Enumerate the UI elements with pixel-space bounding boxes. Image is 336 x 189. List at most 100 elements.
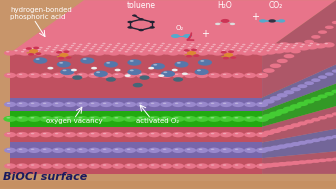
- Ellipse shape: [126, 49, 130, 50]
- Ellipse shape: [268, 45, 280, 51]
- Ellipse shape: [236, 43, 239, 44]
- Ellipse shape: [223, 57, 229, 59]
- Bar: [0, 183, 336, 187]
- Ellipse shape: [163, 133, 166, 134]
- Ellipse shape: [75, 45, 87, 51]
- Ellipse shape: [182, 50, 194, 56]
- Ellipse shape: [111, 116, 125, 122]
- Ellipse shape: [332, 135, 336, 138]
- Ellipse shape: [43, 133, 46, 134]
- Ellipse shape: [295, 43, 298, 44]
- Ellipse shape: [50, 48, 62, 54]
- Bar: [0, 183, 336, 186]
- Ellipse shape: [64, 50, 70, 53]
- Ellipse shape: [115, 42, 127, 47]
- Ellipse shape: [196, 163, 208, 169]
- Ellipse shape: [88, 102, 100, 107]
- Ellipse shape: [221, 43, 224, 44]
- Ellipse shape: [71, 42, 83, 47]
- Ellipse shape: [198, 59, 212, 66]
- Ellipse shape: [232, 148, 244, 153]
- Ellipse shape: [193, 54, 199, 57]
- Ellipse shape: [136, 73, 148, 78]
- Ellipse shape: [258, 48, 270, 54]
- Ellipse shape: [80, 48, 92, 54]
- Ellipse shape: [82, 46, 94, 52]
- Bar: [0, 184, 336, 188]
- Ellipse shape: [220, 102, 232, 107]
- Ellipse shape: [99, 116, 113, 122]
- Ellipse shape: [212, 44, 216, 45]
- Ellipse shape: [291, 47, 295, 48]
- Bar: [0, 182, 336, 186]
- Ellipse shape: [31, 133, 34, 134]
- Ellipse shape: [88, 47, 100, 53]
- Ellipse shape: [197, 50, 209, 56]
- Ellipse shape: [161, 49, 173, 55]
- Ellipse shape: [103, 50, 107, 51]
- Ellipse shape: [77, 43, 89, 49]
- Bar: [0, 184, 336, 188]
- Ellipse shape: [82, 49, 85, 50]
- Ellipse shape: [196, 46, 199, 47]
- Bar: [0, 184, 336, 188]
- Ellipse shape: [136, 102, 148, 107]
- Bar: [0, 184, 336, 188]
- Ellipse shape: [198, 117, 202, 119]
- Ellipse shape: [174, 42, 186, 47]
- Ellipse shape: [332, 112, 336, 116]
- Ellipse shape: [112, 132, 124, 137]
- Ellipse shape: [174, 45, 178, 46]
- Ellipse shape: [88, 73, 100, 78]
- Ellipse shape: [199, 133, 202, 134]
- Ellipse shape: [63, 50, 75, 56]
- Ellipse shape: [257, 44, 260, 45]
- Ellipse shape: [226, 50, 239, 56]
- Ellipse shape: [206, 43, 209, 44]
- Ellipse shape: [125, 74, 131, 77]
- Ellipse shape: [102, 43, 106, 44]
- Ellipse shape: [183, 34, 192, 38]
- Ellipse shape: [187, 133, 191, 134]
- Ellipse shape: [171, 116, 185, 122]
- Ellipse shape: [210, 43, 222, 49]
- Ellipse shape: [208, 148, 220, 153]
- Ellipse shape: [219, 45, 222, 46]
- Ellipse shape: [325, 43, 328, 44]
- Ellipse shape: [245, 49, 248, 50]
- Ellipse shape: [260, 49, 263, 50]
- Ellipse shape: [84, 47, 87, 48]
- Bar: [0, 183, 336, 187]
- Ellipse shape: [172, 163, 184, 169]
- Polygon shape: [10, 129, 336, 143]
- Ellipse shape: [148, 102, 160, 107]
- Polygon shape: [262, 151, 336, 174]
- Text: +: +: [201, 29, 209, 39]
- Ellipse shape: [160, 163, 172, 169]
- Bar: [0, 182, 336, 185]
- Ellipse shape: [230, 46, 242, 52]
- Ellipse shape: [250, 43, 254, 44]
- Ellipse shape: [235, 103, 238, 104]
- Ellipse shape: [255, 116, 269, 122]
- Ellipse shape: [244, 102, 256, 107]
- Bar: [0, 184, 336, 188]
- Ellipse shape: [223, 133, 226, 134]
- Ellipse shape: [179, 48, 182, 49]
- Polygon shape: [262, 106, 336, 143]
- Ellipse shape: [126, 117, 130, 119]
- Ellipse shape: [96, 71, 100, 73]
- Ellipse shape: [248, 42, 260, 47]
- Ellipse shape: [54, 117, 58, 119]
- Ellipse shape: [276, 44, 288, 50]
- Ellipse shape: [115, 69, 121, 71]
- Ellipse shape: [132, 43, 135, 44]
- Ellipse shape: [29, 50, 33, 51]
- Ellipse shape: [187, 47, 191, 48]
- Ellipse shape: [107, 43, 119, 49]
- Bar: [0, 183, 336, 186]
- Ellipse shape: [211, 149, 214, 150]
- Ellipse shape: [184, 73, 196, 78]
- Ellipse shape: [256, 163, 268, 169]
- Ellipse shape: [127, 164, 130, 166]
